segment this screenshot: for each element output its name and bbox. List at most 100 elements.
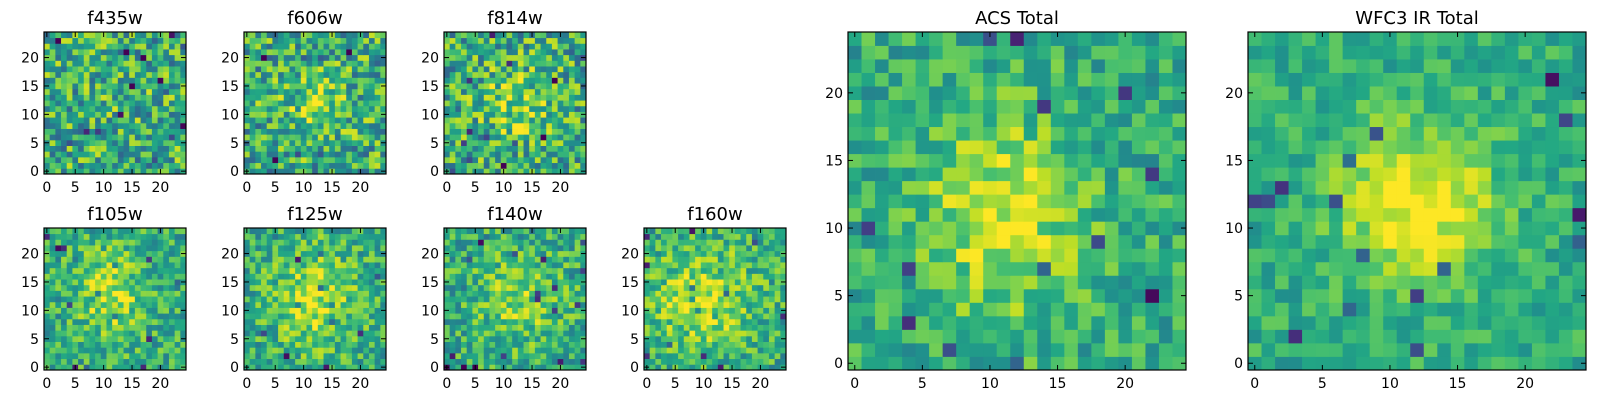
heatmap-cell [568, 341, 576, 348]
heatmap-cell [134, 71, 141, 78]
heatmap-cell [140, 134, 147, 141]
heatmap-cell [340, 162, 347, 169]
heatmap-cell [278, 100, 285, 107]
heatmap-cell [95, 37, 102, 44]
heatmap-cell [489, 88, 496, 95]
heatmap-cell [1158, 302, 1173, 317]
heatmap-cell [123, 262, 130, 269]
heatmap-cell [300, 105, 307, 112]
heatmap-cell [1158, 315, 1173, 330]
heatmap-cell [306, 313, 313, 320]
heatmap-cell [729, 347, 736, 354]
heatmap-cell [283, 88, 290, 95]
heatmap-cell [163, 245, 170, 252]
heatmap-cell [655, 318, 662, 325]
heatmap-cell [180, 134, 187, 141]
heatmap-cell [689, 347, 696, 354]
heatmap-cell [466, 139, 473, 146]
heatmap-cell [489, 117, 496, 124]
heatmap-cell [574, 284, 581, 291]
heatmap-cell [134, 341, 141, 348]
heatmap-cell [78, 145, 85, 152]
heatmap-cell [1010, 356, 1025, 371]
heatmap-cell [848, 248, 862, 263]
heatmap-cell [1172, 302, 1187, 317]
heatmap-cell [44, 284, 51, 291]
heatmap-cell [740, 273, 747, 280]
heatmap-cell [83, 330, 90, 337]
heatmap-cell [563, 250, 570, 257]
heatmap-cell [323, 88, 330, 95]
heatmap-cell [95, 94, 102, 101]
heatmap-cell [500, 262, 507, 269]
heatmap-cell [174, 88, 181, 95]
heatmap-cell [95, 267, 102, 274]
heatmap-cell [706, 290, 713, 297]
heatmap-cell [683, 267, 690, 274]
heatmap-cell [363, 318, 370, 325]
heatmap-cell [44, 49, 51, 56]
heatmap-cell [734, 318, 741, 325]
heatmap-cell [95, 245, 102, 252]
heatmap-cell [134, 111, 141, 118]
heatmap-cell [146, 273, 153, 280]
heatmap-cell [740, 347, 747, 354]
heatmap-cell [512, 139, 519, 146]
heatmap-cell [512, 60, 519, 67]
heatmap-cell [134, 352, 141, 360]
heatmap-cell [489, 335, 496, 342]
heatmap-cell [351, 273, 358, 280]
heatmap-cell [83, 347, 90, 354]
heatmap-cell [163, 335, 170, 342]
heatmap-cell [649, 330, 656, 337]
heatmap-cell [163, 139, 170, 146]
heatmap-cell [483, 313, 490, 320]
heatmap-cell [278, 71, 285, 78]
heatmap-cell [529, 139, 536, 146]
heatmap-cell [444, 88, 451, 95]
heatmap-cell [489, 49, 496, 56]
heatmap-cell [455, 162, 462, 169]
heatmap-cell [78, 250, 85, 257]
heatmap-cell [174, 330, 181, 337]
heatmap-cell [168, 151, 176, 158]
heatmap-cell [317, 250, 324, 257]
heatmap-cell [129, 111, 136, 118]
heatmap-cell [1050, 275, 1065, 290]
heatmap-cell [706, 273, 713, 280]
heatmap-cell [278, 117, 285, 124]
heatmap-cell [1010, 329, 1025, 344]
heatmap-cell [529, 66, 536, 73]
heatmap-cell [174, 168, 181, 175]
heatmap-cell [466, 66, 473, 73]
heatmap-cell [55, 71, 62, 78]
heatmap-cell [140, 239, 147, 246]
heatmap-cell [157, 324, 164, 331]
heatmap-cell [472, 60, 479, 67]
heatmap-cell [996, 234, 1011, 249]
heatmap-cell [351, 245, 358, 252]
heatmap-cell [95, 250, 102, 257]
heatmap-cell [278, 307, 285, 314]
heatmap-cell [455, 256, 462, 263]
heatmap-cell [157, 88, 164, 95]
heatmap-cell [255, 105, 262, 112]
heatmap-cell [689, 239, 696, 246]
heatmap-cell [740, 335, 747, 342]
heatmap-cell [289, 284, 296, 291]
heatmap-cell [1077, 288, 1092, 303]
heatmap-cell [512, 43, 519, 50]
heatmap-cell [861, 248, 876, 263]
heatmap-cell [140, 122, 147, 129]
heatmap-cell [334, 313, 341, 320]
heatmap-cell [66, 301, 73, 308]
heatmap-cell [140, 228, 147, 235]
heatmap-cell [1158, 248, 1173, 263]
heatmap-cell [78, 233, 85, 240]
heatmap-cell [146, 330, 153, 337]
heatmap-cell [540, 117, 547, 124]
heatmap-cell [563, 228, 570, 235]
heatmap-cell [44, 94, 51, 101]
heatmap-cell [512, 156, 519, 164]
heatmap-cell [780, 273, 787, 280]
